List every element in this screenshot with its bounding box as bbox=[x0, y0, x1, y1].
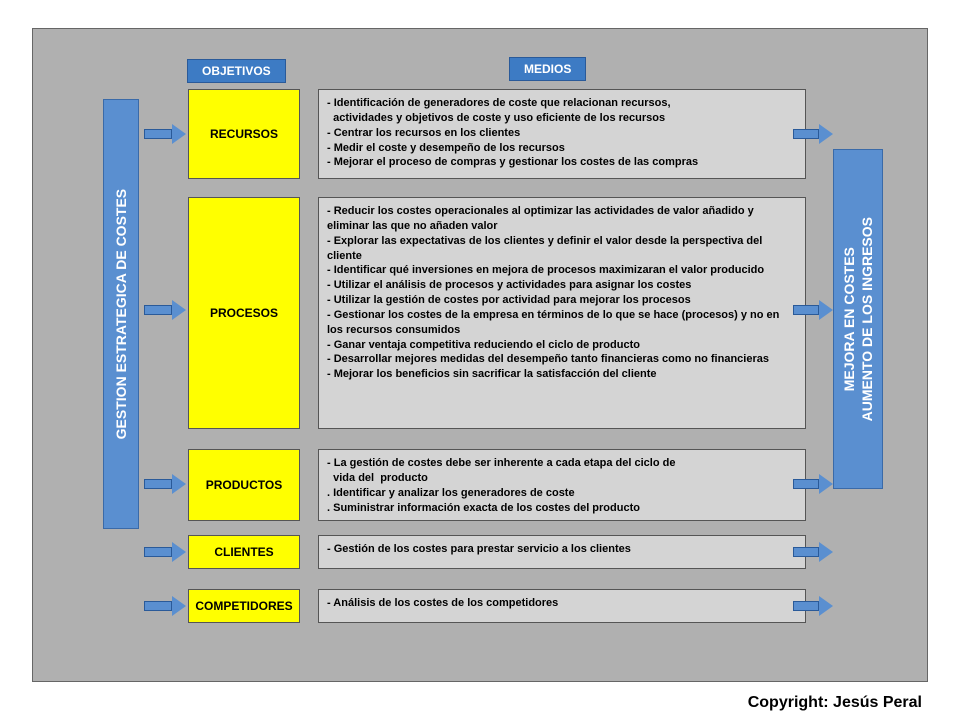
row-competidores: COMPETIDORES - Análisis de los costes de … bbox=[188, 589, 806, 623]
diagram-frame: OBJETIVOS MEDIOS GESTION ESTRATEGICA DE … bbox=[32, 28, 928, 682]
left-vertical-bar: GESTION ESTRATEGICA DE COSTES bbox=[103, 99, 139, 529]
header-medios: MEDIOS bbox=[509, 57, 586, 81]
row-procesos: PROCESOS- Reducir los costes operacional… bbox=[188, 197, 806, 429]
right-vertical-bar: MEJORA EN COSTESAUMENTO DE LOS INGRESOS bbox=[833, 149, 883, 489]
left-bar-text: GESTION ESTRATEGICA DE COSTES bbox=[112, 189, 130, 439]
medios-competidores: - Análisis de los costes de los competid… bbox=[318, 589, 806, 623]
row-clientes: CLIENTES - Gestión de los costes para pre… bbox=[188, 535, 806, 569]
medios-procesos: - Reducir los costes operacionales al op… bbox=[318, 197, 806, 429]
objetivo-procesos: PROCESOS bbox=[188, 197, 300, 429]
row-recursos: RECURSOS- Identificación de generadores … bbox=[188, 89, 806, 179]
medios-recursos: - Identificación de generadores de coste… bbox=[318, 89, 806, 179]
objetivo-productos: PRODUCTOS bbox=[188, 449, 300, 521]
copyright-text: Copyright: Jesús Peral bbox=[748, 694, 922, 712]
objetivo-competidores: COMPETIDORES bbox=[188, 589, 300, 623]
medios-productos: - La gestión de costes debe ser inherent… bbox=[318, 449, 806, 521]
header-objetivos: OBJETIVOS bbox=[187, 59, 286, 83]
right-bar-text: MEJORA EN COSTESAUMENTO DE LOS INGRESOS bbox=[840, 217, 876, 421]
objetivo-recursos: RECURSOS bbox=[188, 89, 300, 179]
medios-clientes: - Gestión de los costes para prestar ser… bbox=[318, 535, 806, 569]
row-productos: PRODUCTOS- La gestión de costes debe ser… bbox=[188, 449, 806, 521]
objetivo-clientes: CLIENTES bbox=[188, 535, 300, 569]
